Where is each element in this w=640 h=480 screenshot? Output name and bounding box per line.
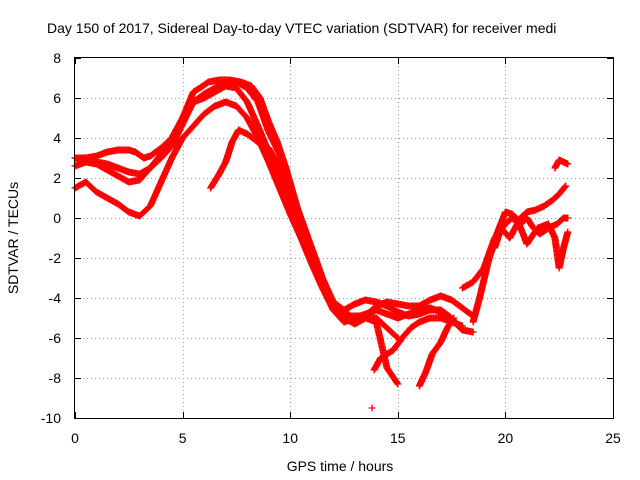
grid [75,58,613,418]
data-points [71,76,572,412]
series-outlier [368,404,376,412]
data-markers [207,126,283,192]
y-tick-label: 8 [53,50,61,66]
series-track-b [71,78,477,336]
y-tick-label: 4 [53,130,61,146]
data-markers [551,156,572,172]
x-axis-label: GPS time / hours [287,458,394,474]
x-tick-label: 0 [71,430,79,446]
y-tick-label: -6 [49,330,62,346]
x-tick-labels: 0 5 10 15 20 25 [71,430,621,446]
x-tick-label: 15 [390,430,406,446]
y-tick-label: 6 [53,90,61,106]
axis-ticks [75,58,614,419]
plot-frame [74,57,614,419]
series-track-k [491,218,572,272]
series-track-h [415,314,458,390]
x-tick-label: 25 [605,430,621,446]
data-markers [71,78,477,336]
data-markers [491,218,572,272]
y-tick-labels: -10 -8 -6 -4 -2 0 2 4 6 8 [41,50,61,426]
series-track-g [362,314,402,388]
data-markers [362,314,402,388]
x-tick-label: 20 [498,430,514,446]
series-track-e [207,126,283,192]
x-tick-label: 10 [282,430,298,446]
y-tick-label: -8 [49,370,62,386]
chart-title: Day 150 of 2017, Sidereal Day-to-day VTE… [47,20,556,36]
y-tick-label: 0 [53,210,61,226]
series-track-a [71,76,477,320]
data-markers [415,314,458,390]
y-tick-label: -10 [41,410,61,426]
y-tick-label: -2 [49,250,62,266]
series-track-l [551,156,572,172]
x-tick-label: 5 [179,430,187,446]
data-markers [71,76,477,320]
data-markers [368,404,376,412]
y-tick-label: 2 [53,170,61,186]
y-axis-label: SDTVAR / TECUs [5,182,21,294]
y-tick-label: -4 [49,290,62,306]
